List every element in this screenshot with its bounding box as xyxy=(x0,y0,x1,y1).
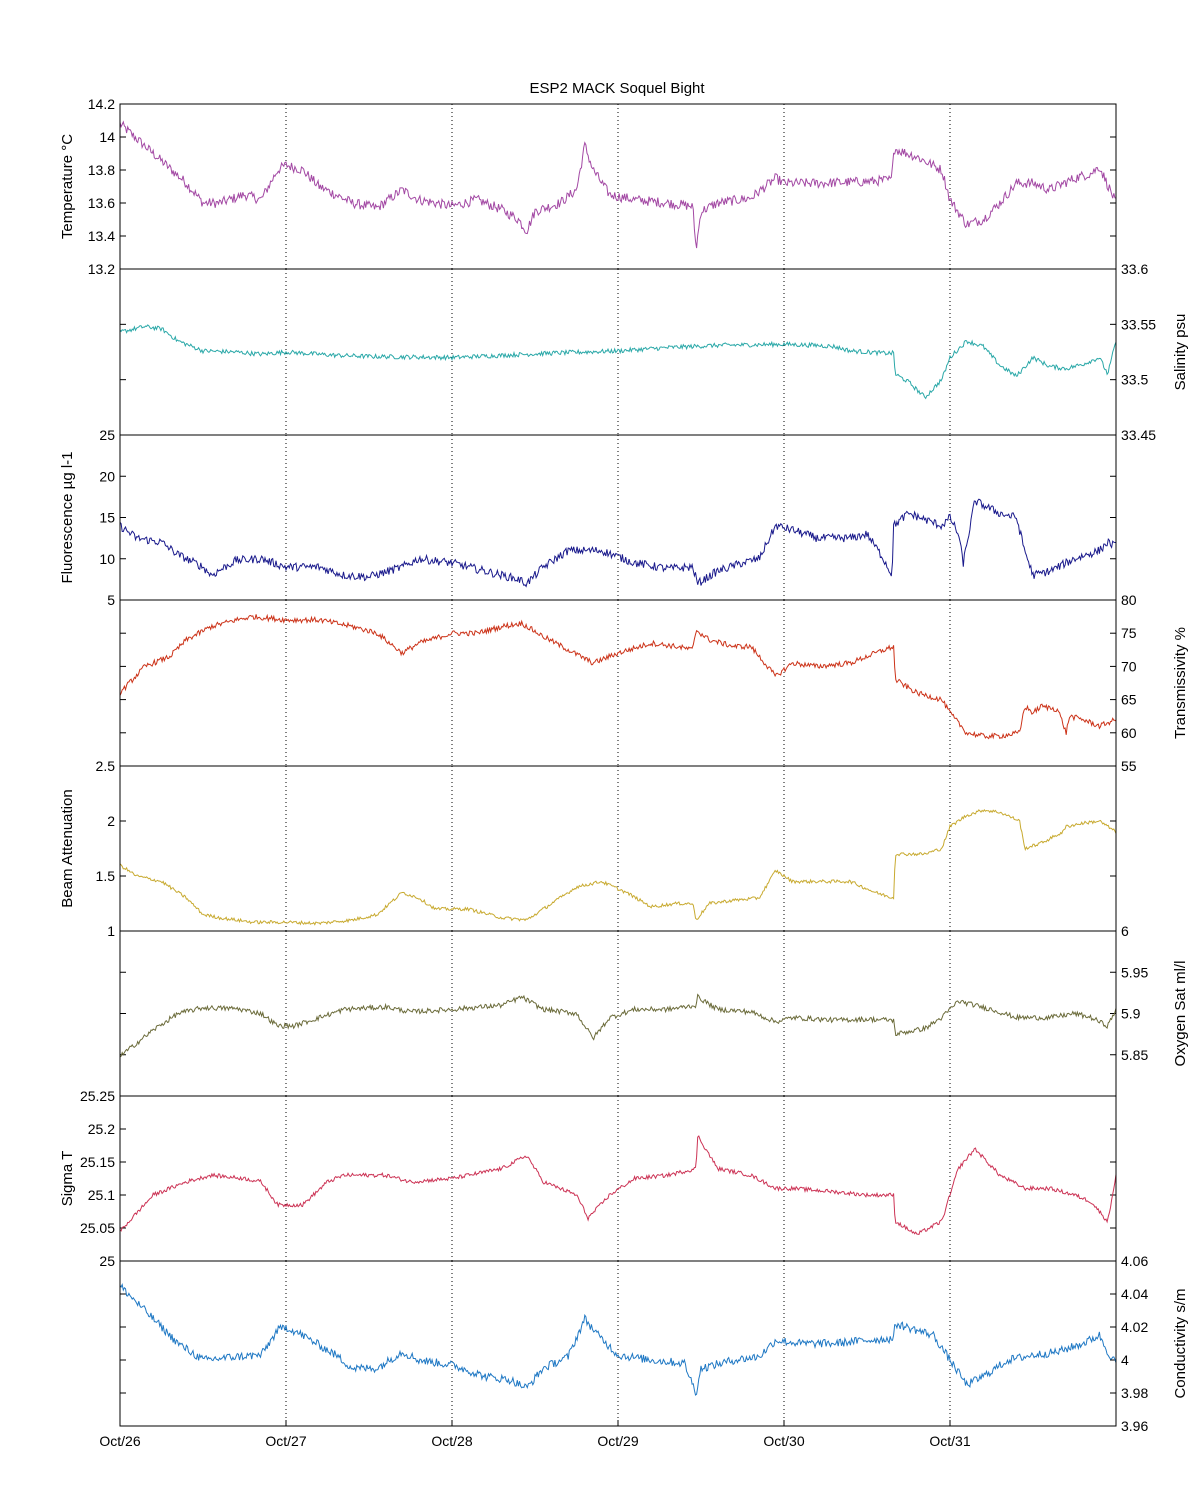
series-line xyxy=(119,120,1117,249)
y-tick-label: 4.02 xyxy=(1121,1319,1148,1335)
y-axis-label: Oxygen Sat ml/l xyxy=(1172,961,1189,1067)
y-tick-label: 55 xyxy=(1121,758,1137,774)
y-axis-label: Transmissivity % xyxy=(1172,627,1189,739)
series-line xyxy=(119,498,1116,588)
y-tick-label: 10 xyxy=(99,551,115,567)
y-tick-label: 2 xyxy=(107,813,115,829)
y-tick-label: 13.4 xyxy=(88,228,115,244)
y-tick-label: 60 xyxy=(1121,725,1137,741)
y-axis-label: Fluorescence µg l-1 xyxy=(59,451,76,583)
series-line xyxy=(119,993,1117,1058)
x-tick-label: Oct/26 xyxy=(99,1433,140,1449)
y-tick-label: 25.1 xyxy=(88,1187,115,1203)
y-tick-label: 5.9 xyxy=(1121,1006,1141,1022)
series-line xyxy=(119,808,1117,926)
y-tick-label: 25.25 xyxy=(80,1088,115,1104)
y-tick-label: 3.96 xyxy=(1121,1418,1148,1434)
y-tick-label: 33.45 xyxy=(1121,427,1156,443)
y-tick-label: 14 xyxy=(99,129,115,145)
y-tick-label: 25 xyxy=(99,1253,115,1269)
y-tick-label: 15 xyxy=(99,510,115,526)
y-tick-label: 2.5 xyxy=(96,758,116,774)
series-line xyxy=(119,324,1117,400)
y-tick-label: 33.6 xyxy=(1121,261,1148,277)
y-axis-label: Salinity psu xyxy=(1172,314,1189,391)
series-line xyxy=(119,613,1117,740)
y-tick-label: 25.2 xyxy=(88,1121,115,1137)
y-tick-label: 33.55 xyxy=(1121,316,1156,332)
y-tick-label: 4.06 xyxy=(1121,1253,1148,1269)
y-tick-label: 25 xyxy=(99,427,115,443)
y-tick-label: 25.05 xyxy=(80,1220,115,1236)
x-tick-label: Oct/31 xyxy=(929,1433,970,1449)
y-tick-label: 1.5 xyxy=(96,868,116,884)
y-tick-label: 70 xyxy=(1121,658,1137,674)
series-line xyxy=(119,1282,1117,1396)
y-tick-label: 75 xyxy=(1121,625,1137,641)
y-tick-label: 13.2 xyxy=(88,261,115,277)
y-tick-label: 25.15 xyxy=(80,1154,115,1170)
x-tick-label: Oct/29 xyxy=(597,1433,638,1449)
y-tick-label: 5 xyxy=(107,592,115,608)
y-tick-label: 6 xyxy=(1121,923,1129,939)
y-tick-label: 1 xyxy=(107,923,115,939)
y-tick-label: 13.8 xyxy=(88,162,115,178)
y-tick-label: 80 xyxy=(1121,592,1137,608)
y-tick-label: 4 xyxy=(1121,1352,1129,1368)
x-tick-label: Oct/30 xyxy=(763,1433,804,1449)
y-tick-label: 4.04 xyxy=(1121,1286,1148,1302)
y-tick-label: 65 xyxy=(1121,692,1137,708)
y-axis-label: Conductivity s/m xyxy=(1172,1288,1189,1398)
chart-title: ESP2 MACK Soquel Bight xyxy=(529,80,705,97)
y-axis-label: Sigma T xyxy=(59,1151,76,1207)
y-tick-label: 3.98 xyxy=(1121,1385,1148,1401)
x-tick-label: Oct/28 xyxy=(431,1433,472,1449)
x-tick-label: Oct/27 xyxy=(265,1433,306,1449)
y-tick-label: 14.2 xyxy=(88,96,115,112)
y-tick-label: 33.5 xyxy=(1121,372,1148,388)
y-axis-label: Temperature °C xyxy=(59,134,76,239)
y-tick-label: 20 xyxy=(99,468,115,484)
y-tick-label: 13.6 xyxy=(88,195,115,211)
series-line xyxy=(119,1135,1117,1235)
y-axis-label: Beam Attenuation xyxy=(59,789,76,907)
y-tick-label: 5.85 xyxy=(1121,1047,1148,1063)
y-tick-label: 5.95 xyxy=(1121,964,1148,980)
